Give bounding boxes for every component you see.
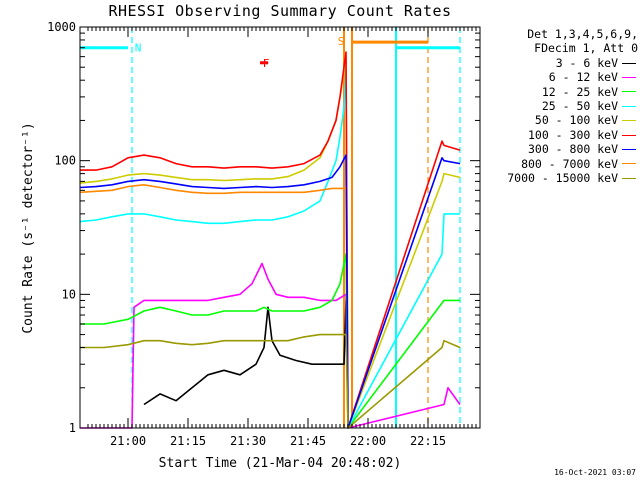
annotation-f: F — [263, 57, 270, 70]
series-lines — [79, 51, 461, 429]
legend-label-8: 7000 - 15000 keV — [507, 171, 618, 186]
legend-swatch-5 — [622, 134, 636, 136]
legend-entry-8: 7000 - 15000 keV — [478, 171, 638, 185]
x-tick-label-5: 22:15 — [410, 434, 446, 448]
legend-entry-4: 50 - 100 keV — [478, 113, 638, 127]
legend-swatch-2 — [622, 91, 636, 93]
series-line-3 — [79, 66, 460, 429]
x-tick-label-2: 21:30 — [230, 434, 266, 448]
series-line-6 — [79, 154, 461, 429]
y-tick-label-0: 1 — [69, 421, 76, 435]
x-tick-label-3: 21:45 — [290, 434, 326, 448]
series-line-2 — [80, 253, 460, 429]
legend-entry-1: 6 - 12 keV — [478, 70, 638, 84]
legend-header-line-2: FDecim 1, Att 0 — [534, 41, 638, 56]
x-tick-label-4: 22:00 — [350, 434, 386, 448]
plot-frame — [79, 26, 481, 429]
legend-label-5: 100 - 300 keV — [527, 127, 618, 142]
x-axis-ticks: 21:00 21:15 21:30 21:45 22:00 22:15 — [87, 27, 477, 448]
x-tick-label-0: 21:00 — [110, 434, 146, 448]
y-axis-label: Count Rate (s⁻¹ detector⁻¹) — [21, 122, 36, 333]
legend-entry-0: 3 - 6 keV — [478, 56, 638, 70]
y-tick-label-1: 10 — [62, 287, 76, 301]
annotation-n: N — [135, 42, 142, 55]
series-line-0 — [143, 300, 347, 406]
legend-label-4: 50 - 100 keV — [534, 113, 618, 128]
legend-header-line-1: Det 1,3,4,5,6,9, — [527, 27, 638, 41]
legend-swatch-4 — [622, 120, 636, 122]
series-line-7 — [79, 184, 346, 195]
legend-entry-2: 12 - 25 keV — [478, 85, 638, 99]
legend-label-1: 6 - 12 keV — [548, 70, 618, 85]
series-line-8 — [80, 333, 461, 429]
y-tick-label-2: 100 — [54, 154, 76, 168]
legend-swatch-6 — [622, 148, 636, 150]
legend-entry-7: 800 - 7000 keV — [478, 157, 638, 171]
chart-title: RHESSI Observing Summary Count Rates — [108, 2, 452, 20]
legend-swatch-8 — [622, 177, 636, 179]
x-axis-label: Start Time (21-Mar-04 20:48:02) — [159, 456, 402, 471]
legend-swatch-1 — [622, 76, 636, 78]
flag-bars — [80, 40, 460, 65]
legend: Det 1,3,4,5,6,9, FDecim 1, Att 0 3 - 6 k… — [478, 27, 638, 185]
series-line-5 — [80, 51, 461, 429]
legend-swatch-3 — [622, 105, 636, 107]
legend-swatch-7 — [622, 163, 636, 165]
y-axis-ticks: 1 10 100 1000 — [47, 20, 480, 435]
legend-entry-6: 300 - 800 keV — [478, 142, 638, 156]
legend-swatch-0 — [622, 62, 636, 64]
x-tick-label-1: 21:15 — [170, 434, 206, 448]
series-line-4 — [79, 55, 461, 429]
legend-label-7: 800 - 7000 keV — [521, 156, 618, 171]
footer-date: 16-Oct-2021 03:07 — [554, 468, 636, 477]
series-line-1 — [80, 262, 461, 429]
legend-label-2: 12 - 25 keV — [541, 84, 618, 99]
legend-label-3: 25 - 50 keV — [541, 99, 618, 114]
legend-label-0: 3 - 6 keV — [555, 55, 618, 70]
annotation-labels: N F S — [135, 35, 345, 70]
legend-entry-3: 25 - 50 keV — [478, 99, 638, 113]
annotation-s: S — [338, 35, 345, 48]
vertical-markers — [131, 27, 461, 428]
y-tick-label-3: 1000 — [47, 20, 76, 34]
legend-entries: 3 - 6 keV 6 - 12 keV 12 - 25 keV 25 - 50 ke… — [478, 56, 638, 186]
legend-entry-5: 100 - 300 keV — [478, 128, 638, 142]
legend-label-6: 300 - 800 keV — [527, 142, 618, 157]
